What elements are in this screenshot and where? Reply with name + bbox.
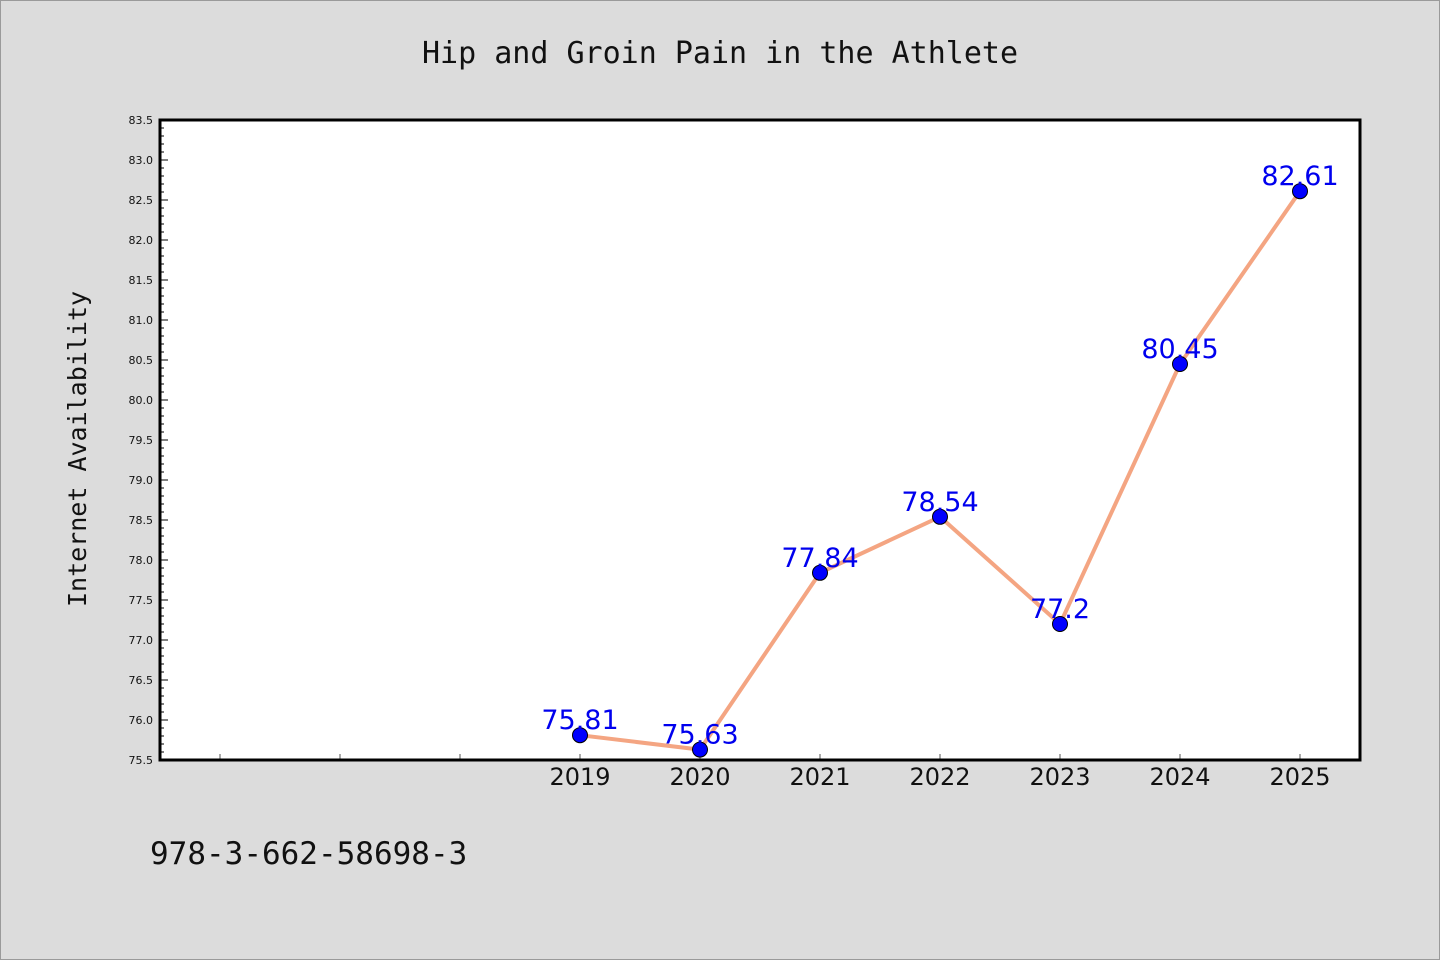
plot-border [158,118,1362,762]
y-tick-label: 77.0 [129,634,154,647]
data-point [692,741,708,758]
data-point [572,727,588,744]
y-tick-label: 82.5 [129,194,154,207]
x-tick-label: 2020 [669,763,730,791]
data-label: 77.84 [781,543,858,574]
y-tick-label: 82.0 [129,234,154,247]
x-tick-label: 2022 [909,763,970,791]
data-points [572,183,1308,758]
x-tick-label: 2023 [1029,763,1090,791]
chart-title: Hip and Groin Pain in the Athlete [422,36,1018,71]
data-label: 82.61 [1261,161,1338,192]
y-tick-label: 78.5 [129,514,154,527]
y-tick-label: 76.0 [129,714,154,727]
y-tick-label: 83.0 [129,154,154,167]
data-label: 77.2 [1030,594,1090,625]
data-label: 75.81 [541,705,618,736]
y-tick-label: 80.0 [129,394,154,407]
data-label: 80.45 [1141,334,1218,365]
data-labels: 75.81 75.63 77.84 78.54 77.2 80.45 82.61 [541,161,1338,750]
data-label: 75.63 [661,720,738,751]
x-tick-label: 2025 [1269,763,1330,791]
y-tick-label: 83.5 [129,114,154,127]
y-tick-label: 78.0 [129,554,154,567]
data-point [1292,183,1308,200]
y-tick-label: 81.5 [129,274,154,287]
y-tick-label: 81.0 [129,314,154,327]
y-tick-label: 80.5 [129,354,154,367]
y-tick-label: 79.0 [129,474,154,487]
isbn-footnote: 978-3-662-58698-3 [150,836,467,872]
data-point [812,564,828,581]
data-point [932,508,948,525]
x-tick-label: 2021 [789,763,850,791]
data-point [1172,356,1188,372]
x-axis: 2019 2020 2021 2022 2023 2024 2025 [219,754,1331,791]
y-axis: 75.5 76.0 76.5 77.0 77.5 78.0 78.5 79.0 79.5 80.0… [129,114,168,767]
y-axis-label: Internet Availability [63,291,92,607]
y-tick-label: 76.5 [129,674,154,687]
x-tick-label: 2019 [549,763,610,791]
data-label: 78.54 [901,487,978,518]
x-tick-label: 2024 [1149,763,1210,791]
y-tick-label: 79.5 [129,434,154,447]
data-point [1052,616,1068,632]
y-tick-label: 77.5 [129,594,154,607]
plot-area [160,120,1360,760]
y-tick-label: 75.5 [129,754,154,767]
